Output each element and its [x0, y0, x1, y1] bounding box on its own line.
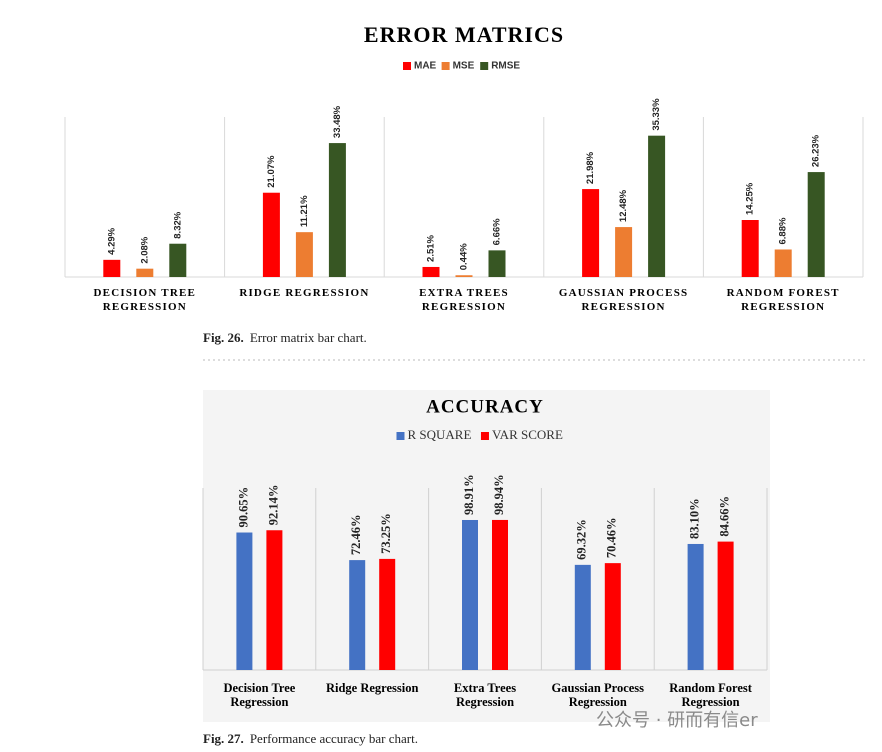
chart-title: ERROR MATRICS	[364, 22, 564, 47]
data-label: 2.51%	[426, 234, 437, 261]
bar	[103, 259, 121, 277]
bar	[774, 249, 792, 277]
caption-label: Fig. 27.	[203, 731, 244, 746]
data-label: 84.66%	[717, 496, 731, 537]
legend-label: RMSE	[491, 61, 520, 72]
bar	[488, 250, 506, 277]
data-label: 70.46%	[605, 518, 619, 559]
bar	[455, 275, 473, 277]
data-label: 8.32%	[172, 211, 183, 238]
bar	[328, 143, 346, 277]
data-label: 6.66%	[492, 218, 503, 245]
caption-label: Fig. 26.	[203, 330, 244, 345]
legend-swatch	[441, 62, 450, 70]
caption: Fig. 26. Error matrix bar chart.	[203, 330, 367, 346]
bar	[266, 530, 283, 670]
legend-label: R SQUARE	[407, 427, 471, 442]
bar	[236, 532, 253, 670]
data-label: 6.88%	[778, 217, 789, 244]
x-tick-label: DECISION TREE REGRESSION	[93, 287, 197, 313]
chart-title: ACCURACY	[426, 396, 544, 417]
data-label: 73.25%	[379, 513, 393, 554]
bar	[582, 189, 600, 277]
bar	[648, 135, 666, 277]
data-label: 98.91%	[462, 474, 476, 515]
watermark: 公众号 · 研而有信er	[596, 710, 758, 731]
bar	[349, 560, 366, 670]
bar	[262, 192, 280, 277]
data-label: 4.29%	[106, 227, 117, 254]
bar	[379, 558, 396, 670]
bar	[687, 543, 704, 670]
x-tick-label: Ridge Regression	[325, 681, 419, 695]
data-label: 14.25%	[745, 182, 756, 215]
data-label: 83.10%	[687, 498, 701, 539]
bar	[136, 268, 154, 277]
legend-swatch	[480, 432, 489, 440]
bar	[807, 172, 825, 277]
data-label: 72.46%	[349, 514, 363, 555]
legend-swatch	[396, 432, 405, 440]
data-label: 21.07%	[266, 155, 277, 188]
bar	[462, 519, 478, 670]
x-tick-label: EXTRA TREES REGRESSION	[419, 287, 509, 313]
caption-text: Performance accuracy bar chart.	[249, 731, 418, 746]
x-tick-label: Decision Tree Regression	[223, 681, 296, 709]
legend-label: MAE	[414, 61, 437, 72]
data-label: 92.14%	[266, 485, 280, 526]
data-label: 11.21%	[299, 195, 310, 227]
data-label: 90.65%	[236, 487, 250, 528]
legend-label: VAR SCORE	[492, 427, 563, 442]
x-tick-label: Random Forest Regression	[669, 681, 752, 709]
x-tick-label: Extra Trees Regression	[453, 681, 517, 709]
data-label: 98.94%	[492, 474, 506, 515]
data-label: 35.33%	[651, 98, 662, 131]
data-label: 12.48%	[618, 189, 629, 222]
bar	[574, 564, 591, 670]
data-label: 26.23%	[811, 134, 822, 167]
bar	[169, 243, 187, 277]
bar	[741, 220, 759, 277]
bar	[604, 563, 621, 670]
data-label: 21.98%	[585, 151, 596, 184]
bar	[295, 232, 313, 277]
chart-background	[203, 390, 770, 722]
caption: Fig. 27. Performance accuracy bar chart.	[203, 731, 418, 747]
bar	[717, 541, 734, 670]
caption-text: Error matrix bar chart.	[249, 330, 367, 345]
data-label: 69.32%	[575, 519, 589, 560]
bar	[615, 227, 633, 277]
data-label: 33.48%	[332, 105, 343, 138]
legend-label: MSE	[453, 61, 475, 72]
x-tick-label: Gaussian Process Regression	[551, 681, 645, 709]
x-tick-label: RANDOM FOREST REGRESSION	[726, 287, 840, 313]
bar	[492, 519, 508, 670]
legend-swatch	[480, 62, 489, 70]
x-tick-label: GAUSSIAN PROCESS REGRESSION	[558, 287, 689, 313]
data-label: 0.44%	[459, 243, 470, 270]
legend-swatch	[403, 62, 411, 70]
data-label: 2.08%	[139, 236, 150, 263]
bar	[422, 266, 440, 277]
x-tick-label: RIDGE REGRESSION	[239, 287, 370, 299]
